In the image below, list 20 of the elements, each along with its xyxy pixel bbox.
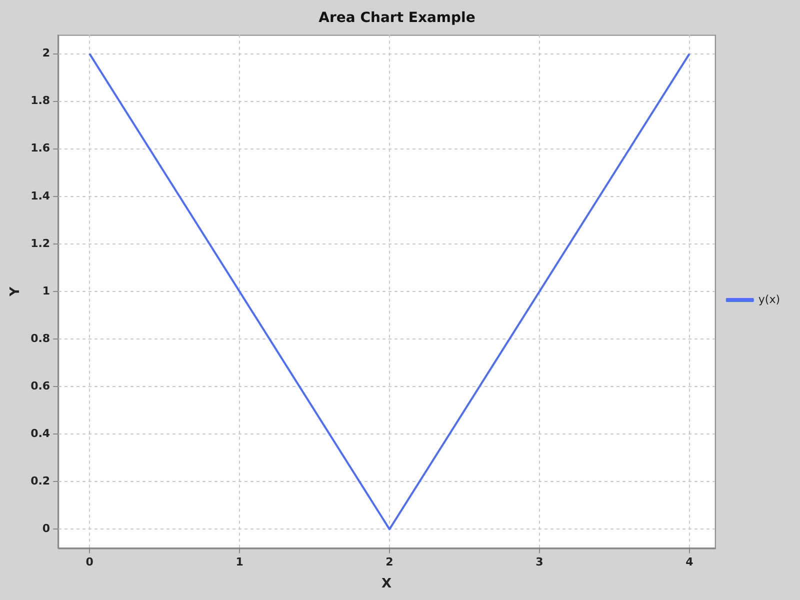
- x-tick-label: 3: [536, 556, 544, 569]
- y-tick-label: 2: [42, 46, 50, 60]
- y-axis-title: Y: [8, 286, 24, 298]
- x-tick-label: 4: [686, 556, 694, 569]
- y-tick-label: 1.4: [30, 189, 50, 202]
- y-tick-label: 0.6: [30, 379, 50, 392]
- y-tick-label: 0.2: [30, 474, 50, 488]
- y-tick-label: 1: [42, 284, 50, 298]
- y-tick-label: 0: [42, 522, 50, 536]
- y-tick-label: 1.8: [30, 94, 50, 108]
- x-tick-label: 2: [386, 556, 394, 569]
- x-axis-title: X: [381, 576, 392, 592]
- y-tick-label: 1.2: [30, 236, 50, 250]
- x-tick-label: 1: [236, 556, 244, 569]
- y-tick-label: 0.4: [30, 426, 50, 440]
- x-tick-label: 0: [86, 556, 94, 569]
- y-tick-label: 1.6: [30, 142, 50, 155]
- legend-label: y(x): [758, 292, 780, 306]
- y-tick-label: 0.8: [30, 332, 50, 345]
- chart-title: Area Chart Example: [318, 10, 476, 26]
